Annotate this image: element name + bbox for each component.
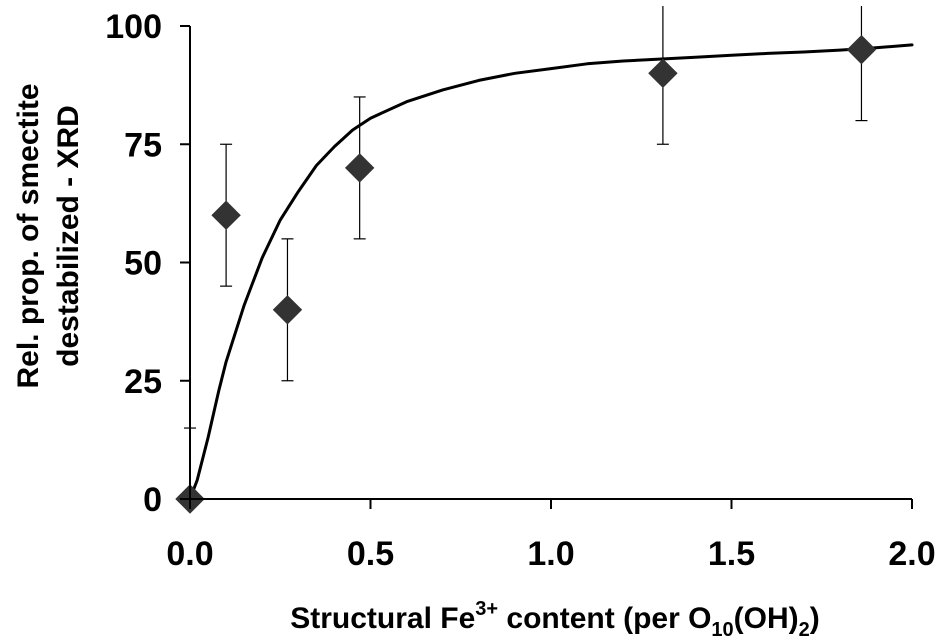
x-axis-title-prefix: Structural Fe	[290, 602, 475, 635]
x-axis-title-subscript-1: 10	[711, 619, 733, 641]
x-axis-title-middle: content (per O	[498, 602, 711, 635]
x-tick-label: 1.5	[708, 535, 755, 573]
x-axis-title-superscript: 3+	[475, 598, 498, 620]
data-point-layer	[175, 34, 877, 514]
x-tick-label: 2.0	[888, 535, 935, 573]
x-axis-title-middle-2: (OH)	[734, 602, 799, 635]
y-tick-label: 50	[124, 245, 162, 283]
data-point-diamond	[211, 200, 241, 230]
y-axis-title-line-1: Rel. prop. of smectite	[12, 83, 45, 388]
tick-labels: 0 25 50 75 100 0.0 0.5 1.0 1.5 2.0	[105, 8, 935, 573]
fitted-curve-layer	[188, 43, 914, 501]
y-axis-title-group: Rel. prop. of smectite destabilized - XR…	[12, 83, 85, 388]
data-point-diamond	[846, 34, 877, 65]
fitted-curve	[188, 43, 914, 501]
axes	[180, 25, 913, 509]
data-point-diamond	[648, 58, 678, 89]
data-point-diamond	[344, 153, 375, 183]
x-axis-title-subscript-2: 2	[799, 619, 810, 641]
x-axis-title-suffix: )	[810, 602, 820, 635]
y-tick-label: 100	[105, 8, 162, 46]
error-bar-layer	[184, 6, 868, 499]
y-tick-label: 75	[124, 126, 162, 164]
data-point-diamond	[272, 295, 303, 325]
x-tick-label: 1.0	[527, 535, 574, 573]
x-tick-label: 0.0	[166, 535, 213, 573]
x-tick-label: 0.5	[347, 535, 394, 573]
x-axis-title: Structural Fe3+ content (per O10(OH)2)	[290, 598, 820, 641]
y-tick-label: 25	[124, 363, 162, 401]
y-axis-title-line-2: destabilized - XRD	[52, 105, 85, 367]
y-tick-label: 0	[143, 481, 162, 519]
